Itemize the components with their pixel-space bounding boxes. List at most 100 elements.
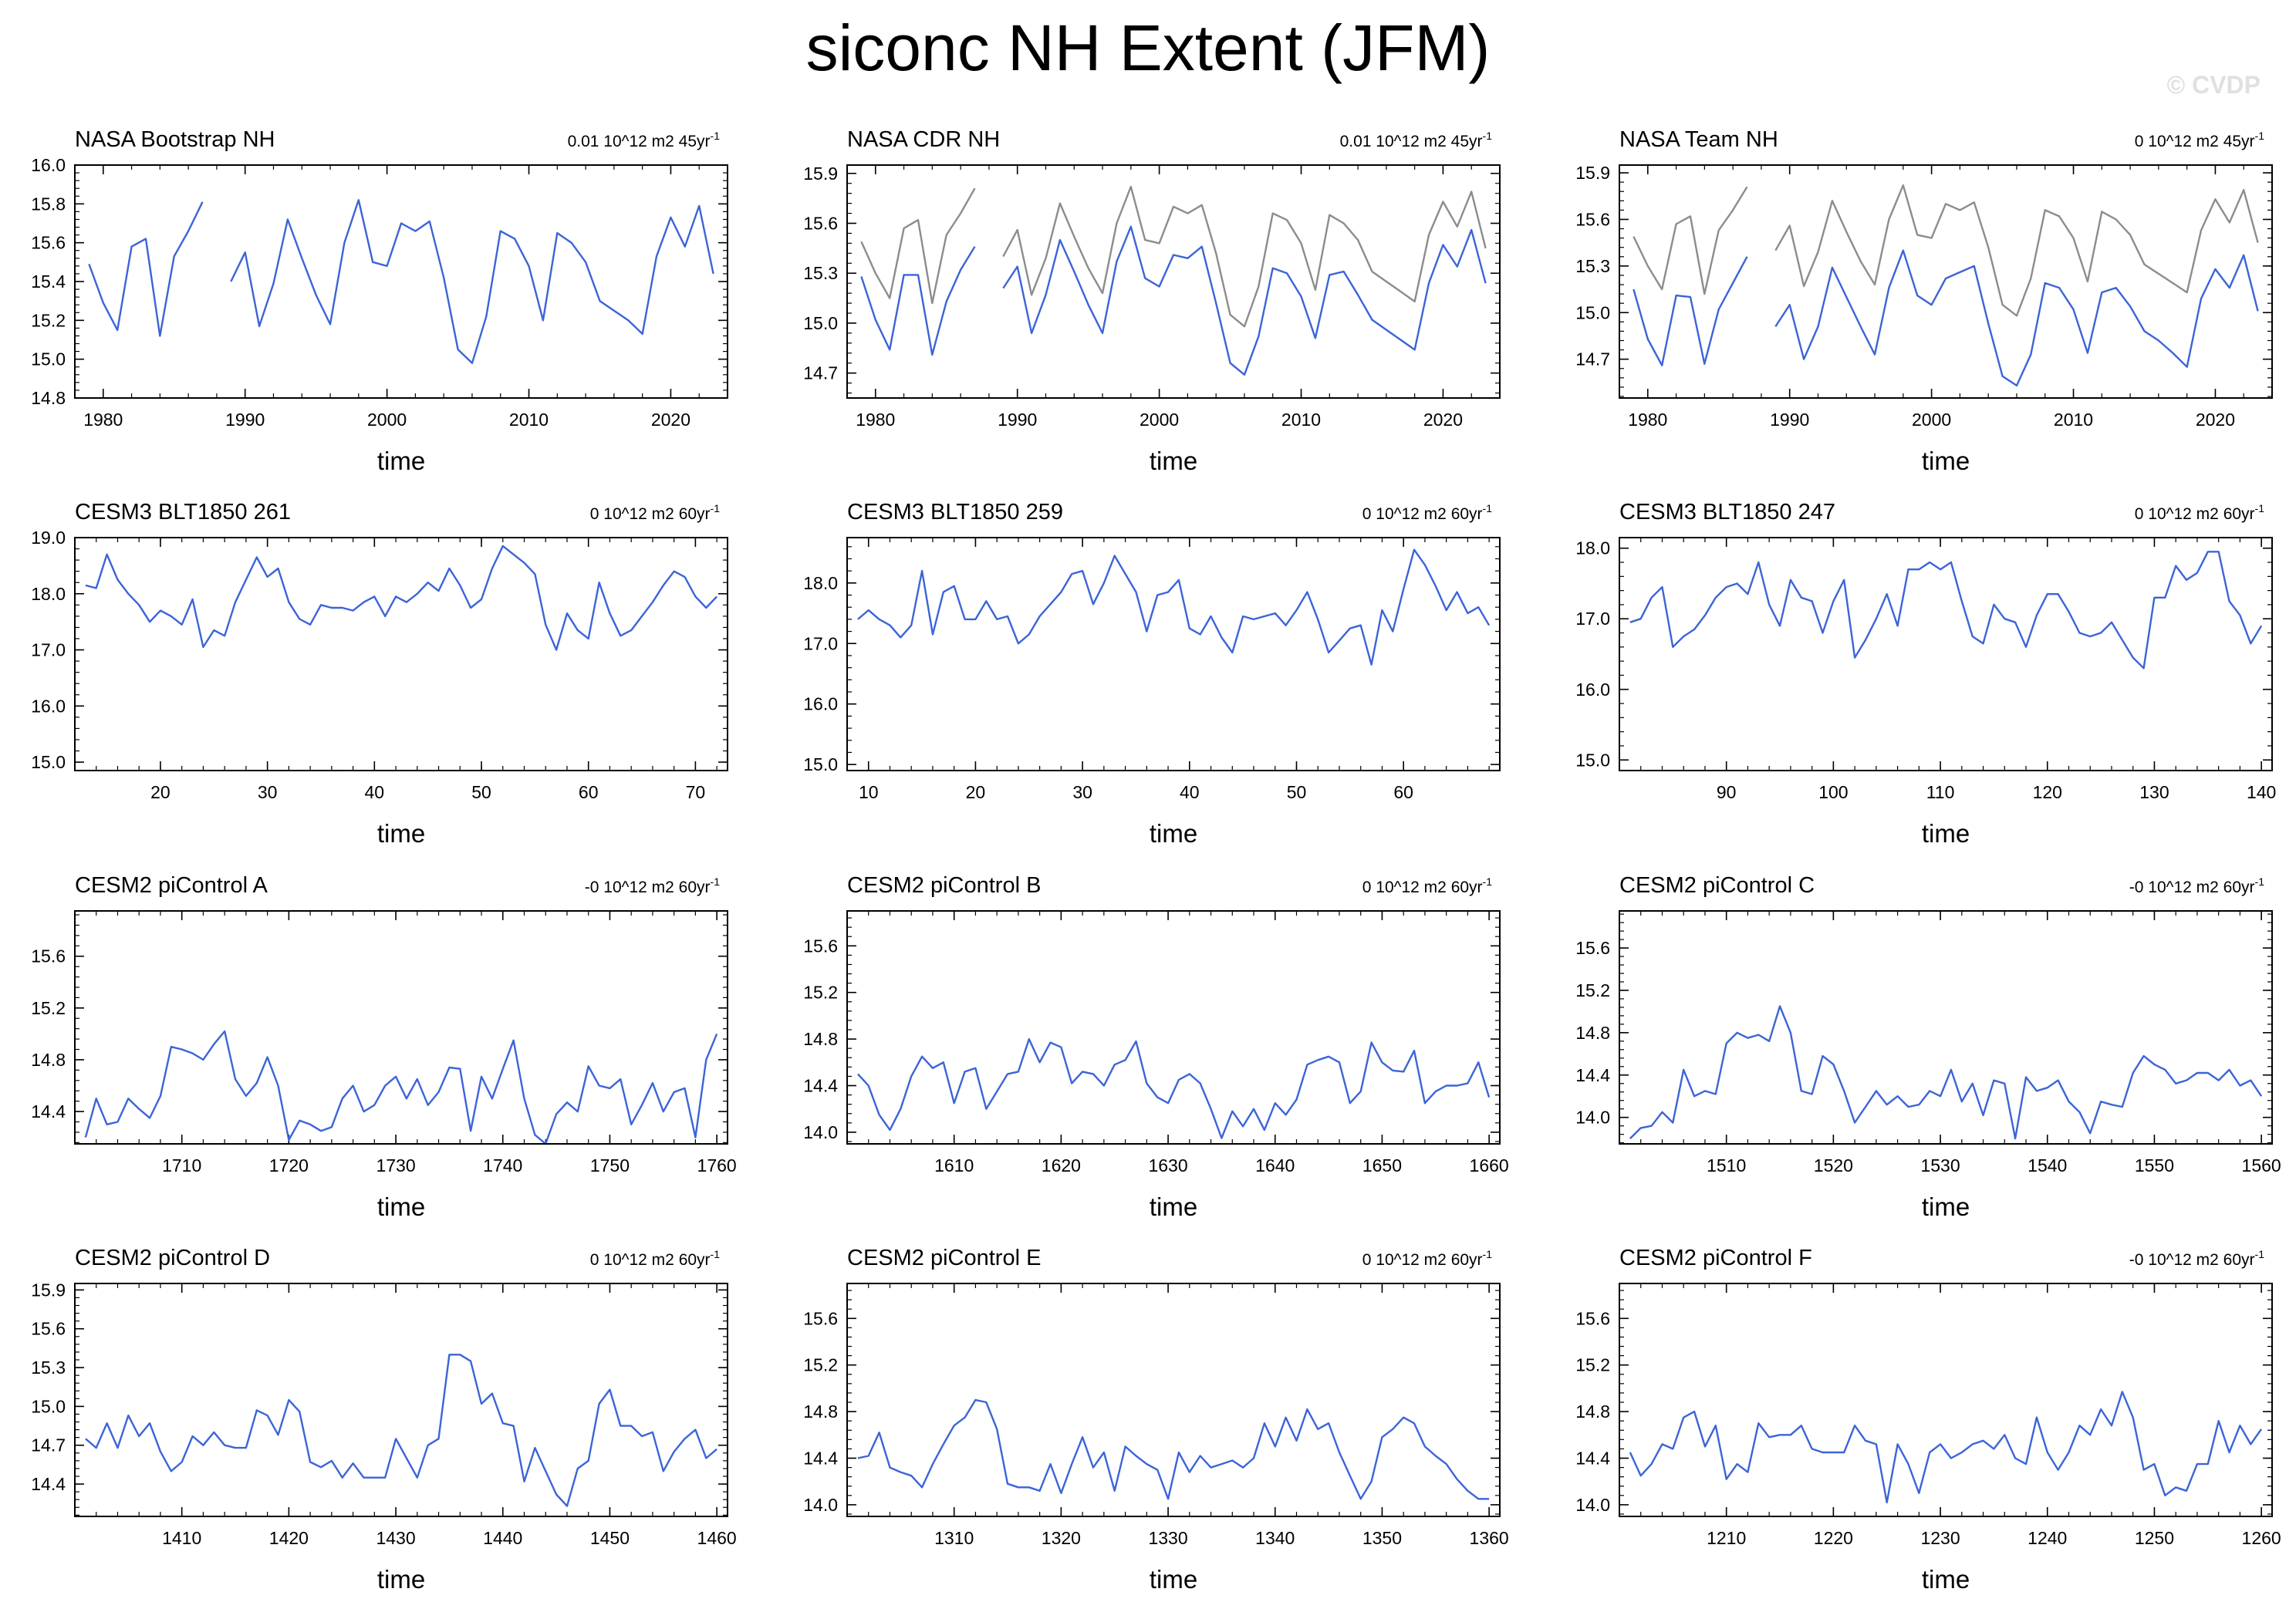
y-tick-label: 14.7 — [803, 363, 838, 383]
x-tick-label: 20 — [966, 782, 986, 802]
chart-title: NASA Bootstrap NH — [75, 127, 275, 152]
plot-frame — [74, 164, 728, 399]
x-tick-label: 1990 — [225, 410, 265, 430]
plot-frame — [846, 1283, 1501, 1517]
x-tick-label: 1640 — [1255, 1155, 1295, 1175]
x-tick-label: 40 — [1180, 782, 1200, 802]
y-tick-label: 15.0 — [803, 313, 838, 333]
plot-frame — [74, 910, 728, 1145]
y-tick-label: 19.0 — [31, 528, 66, 548]
x-tick-label: 110 — [1926, 782, 1955, 802]
y-tick-label: 14.0 — [803, 1495, 838, 1515]
trend-label: -0 10^12 m2 60yr-1 — [2129, 875, 2264, 896]
chart-panel: CESM2 piControl D 0 10^12 m2 60yr-1 14.4 14… — [31, 1246, 736, 1594]
series-line-extent — [85, 545, 718, 651]
y-tick-label: 15.2 — [31, 310, 66, 330]
chart-panel: CESM3 BLT1850 247 0 10^12 m2 60yr-1 15.0 16… — [1575, 500, 2276, 848]
chart-title: CESM3 BLT1850 247 — [1619, 500, 1835, 524]
x-tick-label: 1330 — [1148, 1528, 1187, 1548]
chart-title: CESM2 piControl B — [847, 873, 1041, 898]
trend-label: 0.01 10^12 m2 45yr-1 — [1340, 130, 1493, 150]
x-tick-label: 1650 — [1362, 1155, 1402, 1175]
y-tick-label: 15.2 — [31, 998, 66, 1018]
x-tick-label: 1990 — [998, 410, 1037, 430]
x-tick-label: 90 — [1717, 782, 1737, 802]
y-tick-label: 15.6 — [1575, 1308, 1610, 1328]
x-tick-label: 1980 — [856, 410, 895, 430]
x-tick-label: 1560 — [2242, 1155, 2281, 1175]
plot-frame — [846, 164, 1501, 399]
y-tick-label: 15.2 — [1575, 1355, 1610, 1375]
x-tick-label: 1540 — [2028, 1155, 2067, 1175]
plot-frame — [1619, 1283, 2273, 1517]
y-tick-label: 14.7 — [1575, 349, 1610, 369]
x-axis-title: time — [1150, 447, 1197, 475]
series-line-cdr-alt — [860, 185, 1487, 328]
x-tick-label: 1530 — [1920, 1155, 1960, 1175]
series-line-team — [1633, 249, 2259, 387]
plot-frame — [846, 910, 1501, 1145]
x-tick-label: 40 — [365, 782, 385, 802]
x-tick-label: 1610 — [934, 1155, 974, 1175]
x-tick-label: 1220 — [1814, 1528, 1853, 1548]
x-tick-label: 60 — [579, 782, 599, 802]
y-tick-label: 18.0 — [31, 584, 66, 604]
x-tick-label: 1630 — [1148, 1155, 1187, 1175]
y-tick-label: 15.0 — [803, 754, 838, 774]
x-tick-label: 1230 — [1920, 1528, 1960, 1548]
trend-label: 0 10^12 m2 60yr-1 — [1362, 1248, 1492, 1269]
series-line-extent — [85, 1354, 718, 1507]
x-tick-label: 1360 — [1470, 1528, 1509, 1548]
y-tick-label: 16.0 — [31, 155, 66, 175]
y-tick-label: 14.8 — [803, 1401, 838, 1422]
chart-panel: CESM2 piControl B 0 10^12 m2 60yr-1 14.0 14… — [803, 873, 1508, 1221]
x-tick-label: 1250 — [2135, 1528, 2174, 1548]
x-tick-label: 1460 — [697, 1528, 737, 1548]
y-tick-label: 14.8 — [1575, 1023, 1610, 1043]
trend-label: -0 10^12 m2 60yr-1 — [585, 875, 720, 896]
x-tick-label: 1510 — [1707, 1155, 1746, 1175]
series-line-extent — [857, 1398, 1490, 1500]
cvdp-watermark: © CVDP — [2166, 71, 2261, 99]
x-axis-title: time — [1922, 1565, 1970, 1594]
x-tick-label: 2010 — [509, 410, 549, 430]
x-axis-title: time — [1922, 447, 1970, 475]
y-tick-label: 14.4 — [31, 1474, 66, 1494]
x-tick-label: 1210 — [1707, 1528, 1746, 1548]
trend-label: 0 10^12 m2 60yr-1 — [2135, 502, 2264, 523]
x-tick-label: 1260 — [2242, 1528, 2281, 1548]
x-tick-label: 1620 — [1042, 1155, 1081, 1175]
x-tick-label: 120 — [2033, 782, 2062, 802]
x-tick-label: 1340 — [1255, 1528, 1295, 1548]
chart-panel: NASA Team NH 0 10^12 m2 45yr-1 14.7 15.0 15.… — [1575, 127, 2273, 475]
y-tick-label: 15.0 — [31, 1396, 66, 1416]
x-tick-label: 100 — [1818, 782, 1848, 802]
x-axis-title: time — [377, 819, 425, 848]
plot-frame — [74, 1283, 728, 1517]
y-tick-label: 15.6 — [31, 1319, 66, 1339]
series-line-extent — [88, 199, 714, 364]
trend-label: 0 10^12 m2 45yr-1 — [2135, 130, 2264, 150]
chart-panel: CESM2 piControl A -0 10^12 m2 60yr-1 14.4 1… — [31, 873, 736, 1221]
x-tick-label: 50 — [1287, 782, 1307, 802]
x-axis-title: time — [1150, 1565, 1197, 1594]
x-tick-label: 2010 — [1281, 410, 1321, 430]
x-tick-label: 1550 — [2135, 1155, 2174, 1175]
y-tick-label: 15.6 — [803, 214, 838, 234]
x-tick-label: 1320 — [1042, 1528, 1081, 1548]
chart-panel: CESM3 BLT1850 259 0 10^12 m2 60yr-1 15.0 16… — [803, 500, 1501, 848]
x-tick-label: 1450 — [590, 1528, 630, 1548]
x-axis-title: time — [377, 1192, 425, 1221]
chart-title: CESM3 BLT1850 261 — [75, 500, 291, 524]
x-tick-label: 2000 — [1140, 410, 1179, 430]
x-axis-title: time — [1150, 1192, 1197, 1221]
x-tick-label: 1980 — [83, 410, 123, 430]
y-tick-label: 15.6 — [803, 1308, 838, 1328]
x-tick-label: 2020 — [2196, 410, 2235, 430]
x-axis-title: time — [377, 447, 425, 475]
x-tick-label: 1440 — [483, 1528, 522, 1548]
y-tick-label: 14.0 — [1575, 1108, 1610, 1128]
chart-panel: CESM2 piControl E 0 10^12 m2 60yr-1 14.0 14… — [803, 1246, 1508, 1594]
y-tick-label: 15.3 — [31, 1358, 66, 1378]
